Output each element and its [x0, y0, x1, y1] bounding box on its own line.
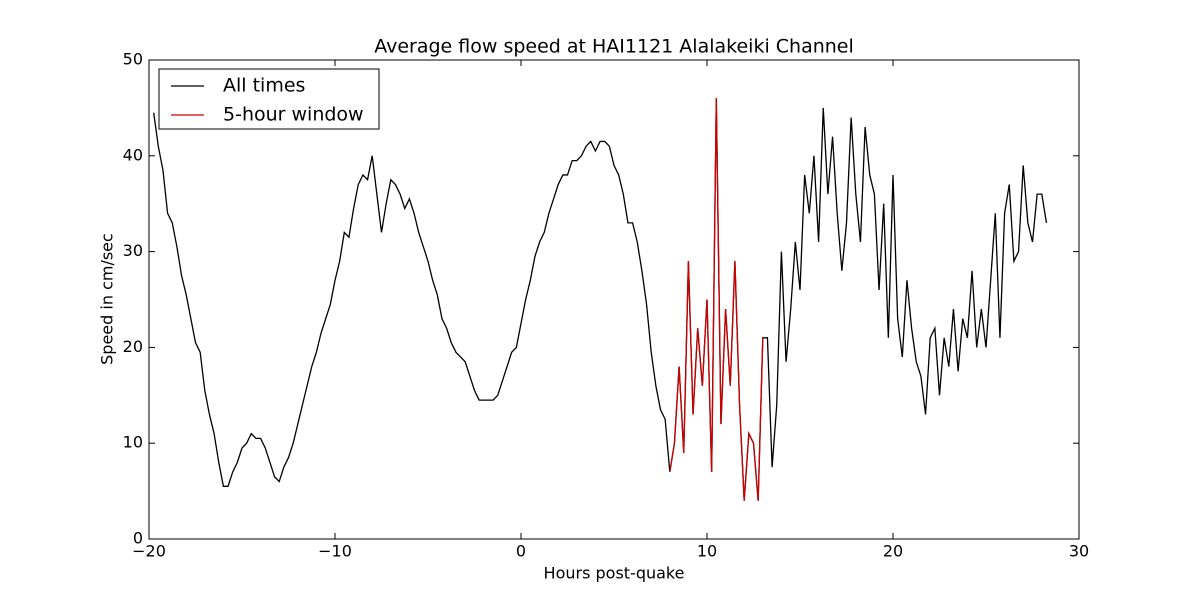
legend-label: All times	[223, 75, 305, 97]
x-tick-label: 20	[883, 542, 903, 561]
y-axis-label: Speed in cm/sec	[98, 233, 117, 365]
x-tick-label: −20	[132, 542, 166, 561]
x-tick-label: 0	[516, 542, 526, 561]
y-tick-label: 30	[123, 241, 143, 260]
x-tick-label: 30	[1069, 542, 1089, 561]
chart-title: Average flow speed at HAI1121 Alalakeiki…	[374, 36, 854, 58]
y-tick-label: 0	[133, 529, 143, 548]
y-tick-label: 50	[123, 50, 143, 69]
series-line	[153, 98, 1048, 501]
x-axis-label: Hours post-quake	[544, 564, 685, 583]
x-tick-label: 10	[697, 542, 717, 561]
y-tick-label: 40	[123, 145, 143, 164]
y-tick-label: 10	[123, 433, 143, 452]
plot-frame	[148, 59, 1080, 540]
legend-box	[158, 68, 380, 130]
x-tick-label: −10	[318, 542, 352, 561]
y-tick-label: 20	[123, 337, 143, 356]
legend-label: 5-hour window	[223, 104, 364, 126]
series-line	[669, 98, 764, 501]
